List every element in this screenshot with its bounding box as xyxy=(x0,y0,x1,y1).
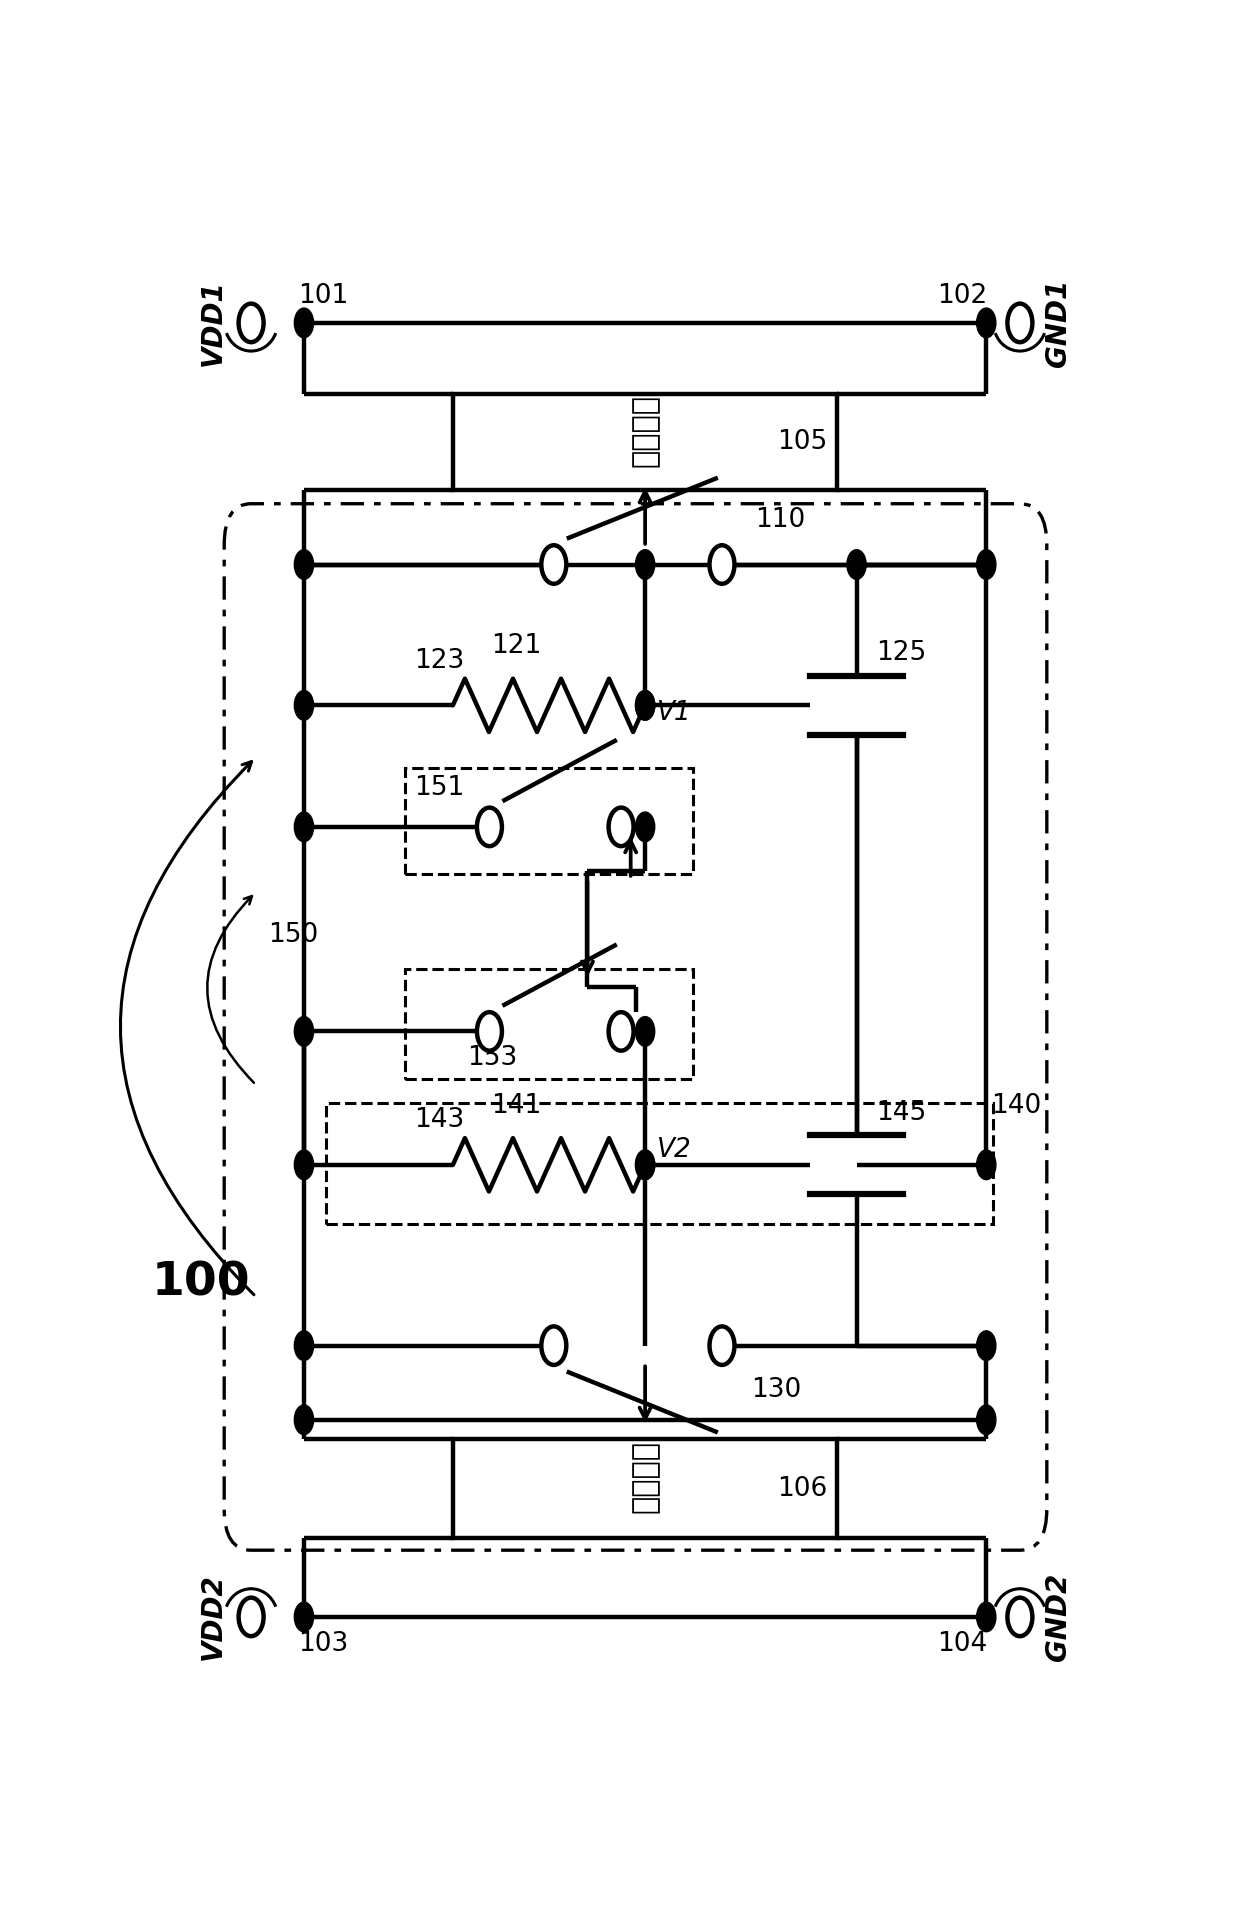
Circle shape xyxy=(709,545,734,583)
Circle shape xyxy=(294,308,314,337)
Text: 140: 140 xyxy=(991,1093,1042,1118)
Text: 121: 121 xyxy=(491,633,542,658)
Circle shape xyxy=(977,1149,996,1180)
Text: 145: 145 xyxy=(875,1099,926,1126)
Circle shape xyxy=(477,808,502,847)
Circle shape xyxy=(238,1598,264,1636)
Text: 151: 151 xyxy=(414,776,465,801)
Circle shape xyxy=(635,812,655,841)
Circle shape xyxy=(294,1602,314,1632)
Text: 101: 101 xyxy=(298,283,348,310)
Text: GND1: GND1 xyxy=(1044,279,1073,368)
Circle shape xyxy=(294,1405,314,1434)
Circle shape xyxy=(635,691,655,720)
Text: 106: 106 xyxy=(777,1476,828,1502)
Circle shape xyxy=(294,1016,314,1047)
Text: 130: 130 xyxy=(751,1376,801,1403)
Circle shape xyxy=(238,304,264,343)
Text: 104: 104 xyxy=(937,1630,987,1657)
Circle shape xyxy=(635,551,655,579)
Text: 125: 125 xyxy=(875,641,926,666)
Circle shape xyxy=(477,1013,502,1051)
Text: GND2: GND2 xyxy=(1044,1573,1073,1661)
Text: 143: 143 xyxy=(414,1107,465,1134)
Circle shape xyxy=(1007,1598,1033,1636)
Bar xyxy=(404,768,693,874)
Circle shape xyxy=(294,551,314,579)
Circle shape xyxy=(635,691,655,720)
Text: 105: 105 xyxy=(777,429,828,454)
Circle shape xyxy=(977,1405,996,1434)
Circle shape xyxy=(635,1149,655,1180)
Circle shape xyxy=(294,1149,314,1180)
Circle shape xyxy=(847,551,866,579)
Circle shape xyxy=(977,308,996,337)
Circle shape xyxy=(709,1326,734,1365)
Text: 100: 100 xyxy=(151,1261,250,1305)
Bar xyxy=(326,1103,993,1224)
Text: V1: V1 xyxy=(657,699,692,726)
Text: 第一电路: 第一电路 xyxy=(631,395,660,468)
Circle shape xyxy=(609,1013,634,1051)
Text: 第二电路: 第二电路 xyxy=(631,1440,660,1513)
Text: 153: 153 xyxy=(467,1045,517,1072)
Text: 141: 141 xyxy=(491,1093,542,1118)
Text: VDD2: VDD2 xyxy=(198,1573,227,1659)
Circle shape xyxy=(609,808,634,847)
Circle shape xyxy=(294,1330,314,1361)
Text: 123: 123 xyxy=(414,649,465,674)
Circle shape xyxy=(635,1016,655,1047)
Text: 150: 150 xyxy=(268,922,319,949)
Text: 110: 110 xyxy=(755,506,806,533)
Circle shape xyxy=(542,545,567,583)
Circle shape xyxy=(977,1330,996,1361)
Bar xyxy=(453,395,837,491)
Circle shape xyxy=(294,812,314,841)
Text: VDD1: VDD1 xyxy=(198,279,227,366)
Circle shape xyxy=(1007,304,1033,343)
Text: 103: 103 xyxy=(298,1630,348,1657)
Circle shape xyxy=(977,551,996,579)
Bar xyxy=(404,968,693,1078)
Circle shape xyxy=(635,1149,655,1180)
Circle shape xyxy=(542,1326,567,1365)
Circle shape xyxy=(294,691,314,720)
Text: 102: 102 xyxy=(937,283,987,310)
Bar xyxy=(453,1440,837,1538)
Text: V2: V2 xyxy=(657,1138,692,1163)
Circle shape xyxy=(977,1602,996,1632)
